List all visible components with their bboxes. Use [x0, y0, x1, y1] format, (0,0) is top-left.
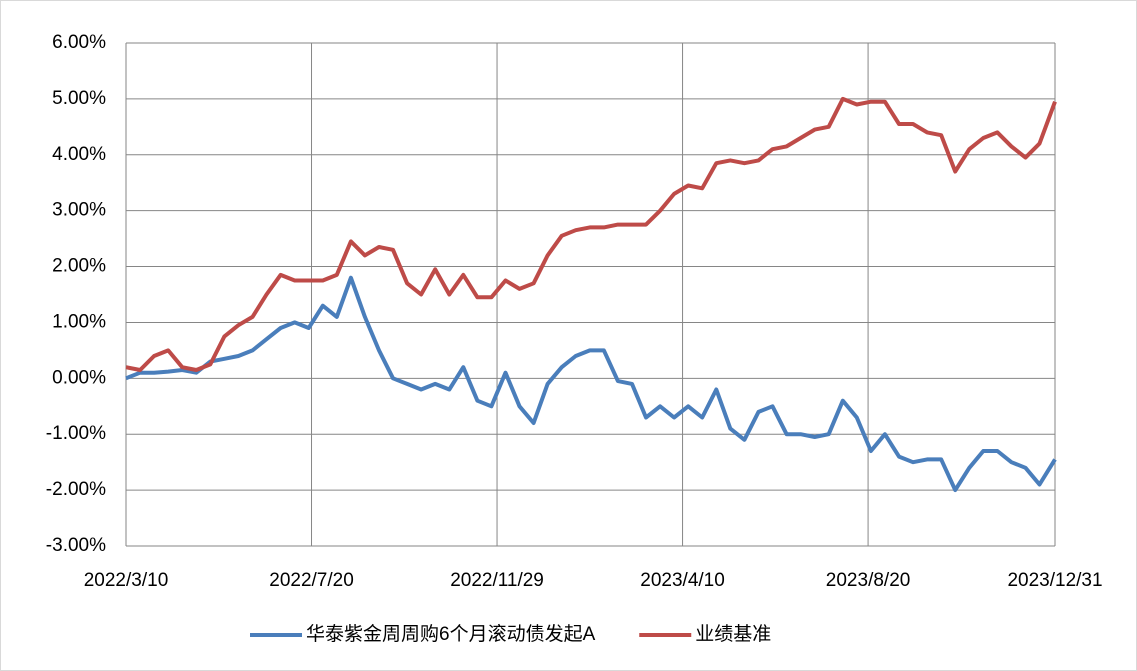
legend-label: 华泰紫金周周购6个月滚动债发起A — [306, 623, 596, 645]
x-tick-label: 2023/4/10 — [640, 570, 725, 591]
legend-label: 业绩基准 — [695, 623, 771, 645]
y-tick-label: -2.00% — [46, 479, 106, 500]
y-tick-label: -1.00% — [46, 423, 106, 444]
series-line — [125, 96, 1057, 372]
x-tick-label: 2022/11/29 — [450, 570, 544, 591]
series-line — [125, 275, 1057, 493]
x-tick-label: 2022/7/20 — [269, 570, 354, 591]
y-tick-label: 2.00% — [52, 256, 106, 277]
y-tick-label: 6.00% — [52, 32, 106, 53]
y-tick-label: 5.00% — [52, 88, 106, 109]
y-tick-label: -3.00% — [46, 535, 106, 556]
y-tick-label: 1.00% — [52, 311, 106, 332]
x-tick-label: 2022/3/10 — [84, 570, 169, 591]
y-tick-label: 4.00% — [52, 144, 106, 165]
x-tick-label: 2023/12/31 — [1007, 570, 1102, 591]
x-tick-label: 2023/8/20 — [826, 570, 911, 591]
y-tick-label: 3.00% — [52, 200, 106, 221]
y-tick-label: 0.00% — [52, 367, 106, 388]
